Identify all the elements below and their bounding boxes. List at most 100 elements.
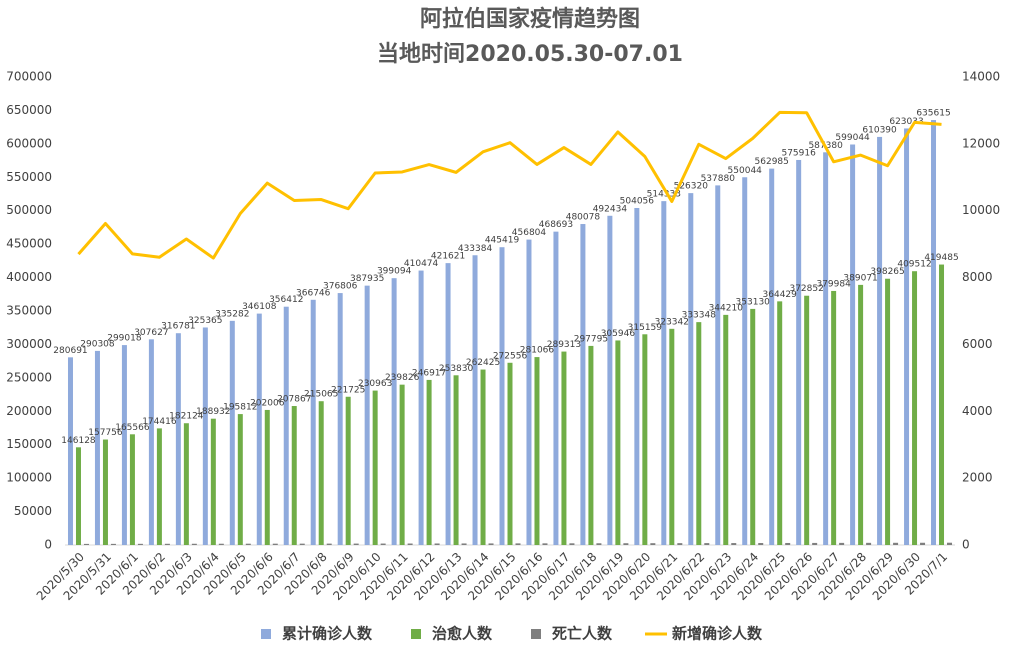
value-label: 353130: [736, 297, 771, 307]
value-label: 315159: [628, 323, 663, 333]
bar: [256, 313, 262, 545]
bar: [164, 543, 170, 545]
value-label: 456804: [512, 228, 547, 238]
bar: [137, 543, 143, 545]
value-label: 492434: [593, 204, 628, 214]
legend-label: 死亡人数: [552, 625, 613, 643]
bar: [542, 543, 548, 545]
bar: [434, 543, 440, 545]
bar: [75, 447, 81, 545]
bar: [831, 290, 837, 545]
value-label: 246917: [412, 368, 446, 378]
legend-swatch: [411, 629, 421, 639]
value-label: 550044: [728, 166, 763, 176]
bar: [526, 239, 532, 545]
bar: [488, 543, 494, 545]
legend-label: 新增确诊人数: [672, 625, 763, 643]
value-label: 221725: [331, 385, 365, 395]
bar: [661, 201, 667, 545]
value-label: 480078: [566, 213, 601, 223]
bar: [823, 152, 829, 546]
legend-swatch: [531, 629, 541, 639]
value-label: 146128: [61, 436, 96, 446]
bar: [650, 543, 656, 545]
y-tick-label: 500000: [6, 203, 52, 217]
y-tick-label: 350000: [6, 304, 52, 318]
y-tick-label: 150000: [6, 437, 52, 451]
legend: 累计确诊人数 治愈人数 死亡人数 新增确诊人数: [261, 625, 763, 643]
bar: [580, 224, 586, 545]
bar: [318, 401, 324, 545]
legend-swatch: [261, 629, 271, 639]
y-tick-label: 450000: [6, 237, 52, 251]
bar: [129, 434, 135, 545]
bar: [615, 340, 621, 545]
bar: [858, 284, 864, 545]
bar: [677, 543, 683, 545]
bar: [202, 327, 208, 545]
value-label: 299018: [107, 334, 142, 344]
y2-tick-label: 2000: [962, 471, 993, 485]
bar: [380, 543, 386, 545]
bar: [472, 255, 478, 546]
bar: [418, 270, 424, 545]
value-label: 410474: [404, 259, 439, 269]
bar: [947, 542, 953, 545]
value-label: 623033: [889, 117, 923, 127]
value-label: 610390: [862, 125, 897, 135]
bar: [588, 345, 594, 545]
bar: [607, 215, 613, 545]
value-label: 272556: [493, 351, 528, 361]
bar: [742, 177, 748, 546]
bar: [904, 128, 910, 545]
value-label: 398265: [870, 267, 904, 277]
value-label: 230963: [358, 379, 392, 389]
value-label: 281066: [520, 346, 555, 356]
value-label: 445419: [485, 236, 520, 246]
bar: [391, 278, 397, 545]
bar: [148, 339, 154, 545]
bar: [272, 543, 278, 545]
bar: [939, 264, 945, 545]
bar: [634, 208, 640, 545]
bar: [885, 278, 891, 545]
y2-tick-label: 0: [962, 538, 970, 552]
bar: [723, 314, 729, 545]
bar: [715, 185, 721, 545]
value-label: 157756: [88, 428, 123, 438]
bar: [796, 159, 802, 545]
bar: [345, 396, 351, 545]
bar: [515, 543, 521, 545]
y-tick-label: 250000: [6, 370, 52, 384]
bar: [499, 247, 505, 546]
bar: [67, 357, 73, 545]
bar: [372, 390, 378, 545]
y-tick-label: 300000: [6, 337, 52, 351]
bar: [561, 351, 567, 545]
value-label: 575916: [781, 148, 816, 158]
bar: [696, 322, 702, 545]
value-label: 389071: [843, 273, 877, 283]
bar: [553, 231, 559, 545]
value-label: 289313: [547, 340, 581, 350]
bar: [364, 285, 370, 545]
bar: [596, 543, 602, 545]
value-label: 316781: [161, 322, 195, 332]
value-label: 599044: [835, 133, 870, 143]
value-label: 376806: [323, 282, 358, 292]
bar: [461, 543, 467, 545]
bar: [156, 428, 162, 545]
bar: [704, 543, 710, 545]
bar: [291, 406, 297, 545]
bar: [399, 384, 405, 545]
value-label: 165566: [115, 423, 150, 433]
value-label: 372852: [789, 284, 823, 294]
bar: [534, 357, 540, 545]
bar: [912, 271, 918, 545]
value-label: 239826: [385, 373, 420, 383]
y-tick-label: 50000: [14, 504, 52, 518]
bar: [264, 409, 270, 545]
value-label: 344210: [709, 303, 744, 313]
value-label: 253830: [439, 364, 474, 374]
bar: [731, 543, 737, 545]
